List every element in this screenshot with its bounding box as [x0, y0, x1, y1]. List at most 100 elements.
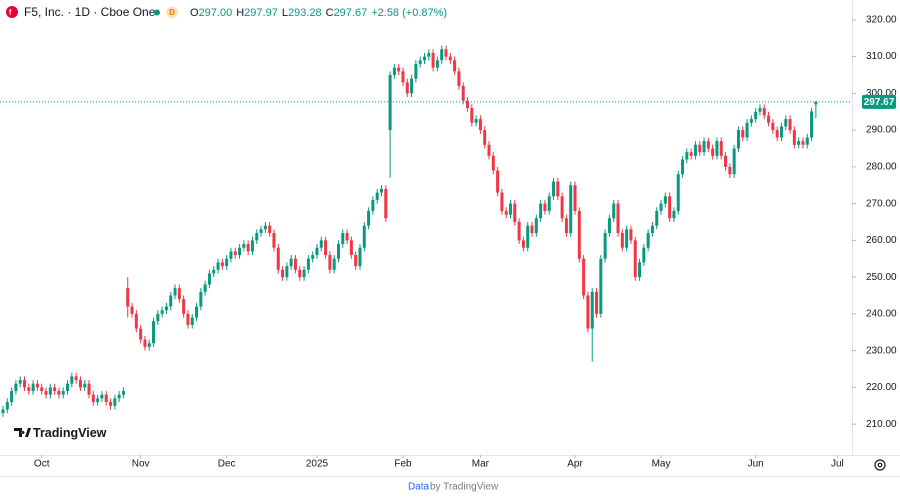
candle-body [427, 52, 431, 57]
candle-body [40, 387, 44, 392]
logo-icon [14, 428, 31, 437]
candle-body [328, 255, 332, 270]
candle-body [87, 383, 91, 395]
candle-body [207, 273, 211, 285]
y-tick-label: 220.00 [866, 382, 897, 393]
candle-body [289, 258, 293, 267]
candle-body [379, 188, 383, 193]
logo-box [8, 421, 104, 445]
x-tick-label: Nov [132, 459, 150, 470]
candle-body [603, 233, 607, 259]
y-tick-label: 260.00 [866, 235, 897, 246]
candle-body [315, 247, 319, 256]
candle-body [109, 402, 113, 406]
candle-body [263, 225, 267, 230]
symbol-logo [6, 6, 18, 18]
candle-body [689, 152, 693, 156]
y-tick-label: 290.00 [866, 125, 897, 136]
candle-body [676, 174, 680, 211]
candle-body [397, 67, 401, 72]
candle-body [569, 185, 573, 234]
candle-body [736, 130, 740, 149]
candle-body [414, 63, 418, 79]
candle-body [203, 284, 207, 292]
candle-body [104, 394, 108, 403]
candle-body [513, 203, 517, 222]
candle-body [139, 328, 143, 340]
candle-body [74, 376, 78, 381]
x-tick-label: Feb [394, 459, 412, 470]
ohlc-value: 297.97 [244, 7, 278, 19]
settings-gear[interactable] [874, 459, 886, 471]
candle-body [418, 60, 422, 64]
candle-body [53, 387, 57, 392]
candle-body [702, 141, 706, 153]
candle-body [444, 49, 448, 57]
candle-body [238, 247, 242, 256]
candle-body [560, 196, 564, 219]
candle-body [169, 295, 173, 307]
candle-body [491, 155, 495, 171]
candle-body [461, 86, 465, 101]
candle-body [160, 310, 164, 314]
candle-body [681, 159, 685, 175]
candle-body [564, 218, 568, 234]
candle-body [573, 185, 577, 211]
candle-body [199, 291, 203, 307]
candle-body [582, 258, 586, 296]
candle-body [5, 402, 9, 410]
candle-body [113, 398, 117, 406]
candle-body [422, 56, 426, 61]
settings-hub[interactable] [877, 462, 883, 468]
candle-body [225, 258, 229, 267]
candle-body [229, 251, 233, 259]
candle-body [483, 130, 487, 145]
candle-body [526, 225, 530, 248]
candle-body [281, 269, 285, 278]
footer-data-link[interactable]: Data [408, 482, 430, 493]
candle-body [792, 130, 796, 145]
y-tick-label: 300.00 [866, 88, 897, 99]
candle-body [457, 71, 461, 87]
candle-body [405, 82, 409, 94]
x-tick-label: Mar [472, 459, 490, 470]
candle-body [233, 251, 237, 256]
candle-body [306, 258, 310, 270]
candle-body [388, 74, 392, 131]
candle-body [44, 391, 48, 395]
y-tick-label: 270.00 [866, 198, 897, 209]
candle-body [521, 240, 525, 248]
candle-body [298, 269, 302, 278]
candle-body [100, 394, 104, 399]
candle-body [117, 394, 121, 399]
ohlc-label: C [326, 7, 334, 19]
candle-body [190, 317, 194, 325]
candle-body [27, 387, 31, 392]
candle-body [384, 188, 388, 219]
settings-icon[interactable] [874, 459, 886, 471]
candle-body [470, 108, 474, 123]
candle-body [590, 291, 594, 329]
candle-body [797, 141, 801, 145]
candle-body [250, 240, 254, 252]
tradingview-logo: TradingView [8, 421, 107, 445]
ohlc-label: H [236, 7, 244, 19]
candle-body [448, 56, 452, 61]
candle-body [478, 119, 482, 131]
candle-body [810, 111, 814, 138]
candle-body [672, 210, 676, 219]
ohlc-label: O [190, 7, 199, 19]
candle-body [663, 196, 667, 204]
candle-body [259, 229, 263, 234]
candle-body [805, 137, 809, 145]
candle-body [358, 247, 362, 267]
candle-body [255, 233, 259, 241]
candle-body [410, 78, 414, 94]
candle-body [177, 288, 181, 300]
logo-text: TradingView [33, 426, 107, 440]
candle-body [801, 141, 805, 145]
candle-body [311, 255, 315, 259]
candle-body [474, 119, 478, 123]
y-tick-label: 230.00 [866, 345, 897, 356]
